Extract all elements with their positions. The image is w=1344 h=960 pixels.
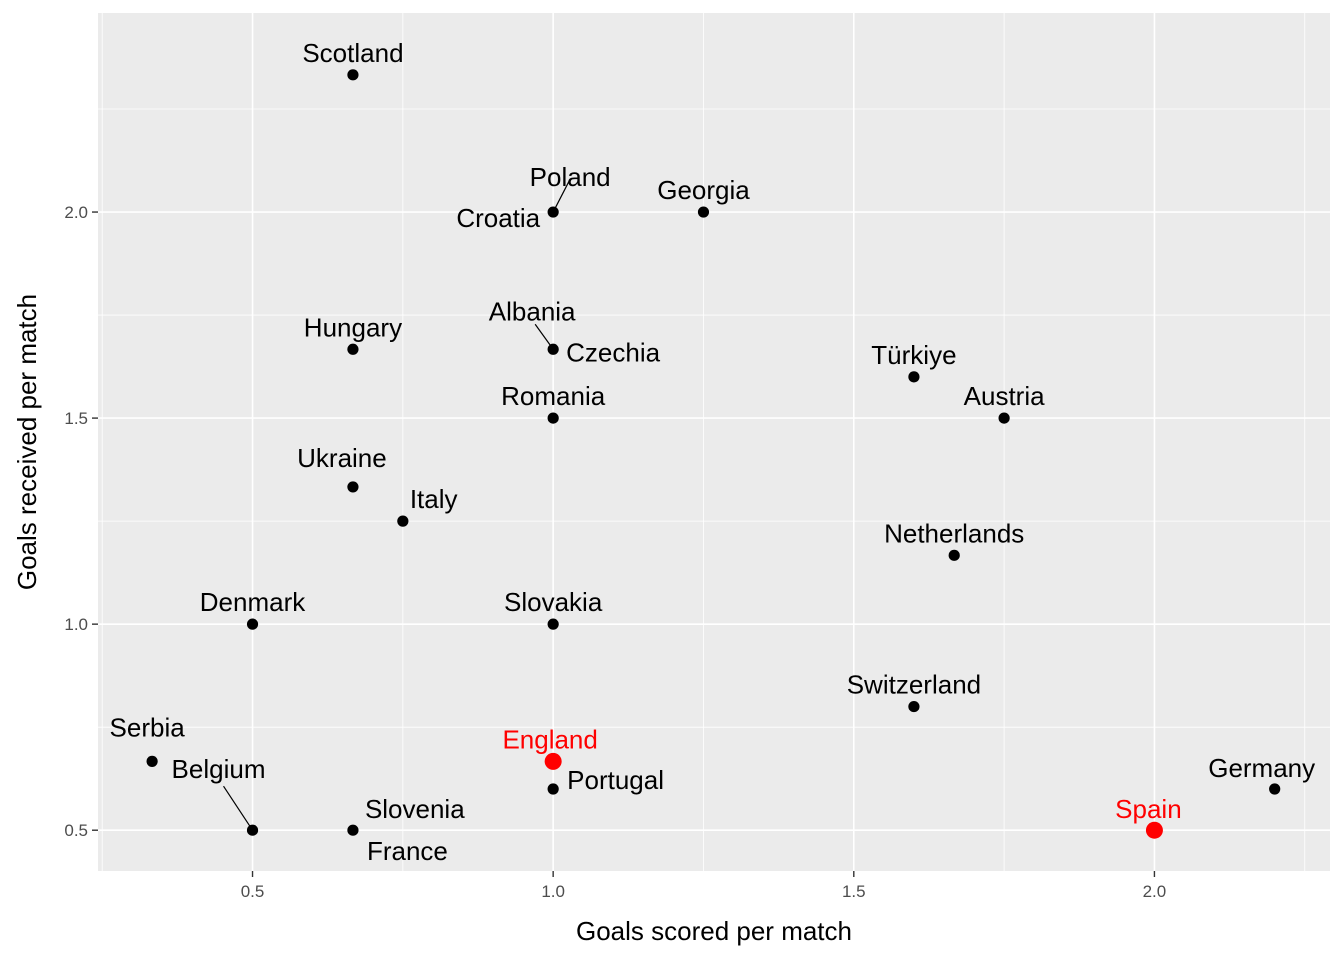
point-belgium bbox=[246, 824, 259, 836]
label-spain: Spain bbox=[1115, 794, 1182, 824]
label-italy: Italy bbox=[410, 484, 458, 514]
point-england bbox=[544, 752, 562, 770]
point-spain bbox=[1145, 821, 1163, 839]
label-austria: Austria bbox=[964, 381, 1045, 411]
label-czechia: Czechia bbox=[566, 337, 660, 367]
major-gridlines bbox=[98, 13, 1330, 871]
label-france: France bbox=[367, 836, 448, 866]
label-slovenia: Slovenia bbox=[365, 794, 465, 824]
point-switzerland bbox=[908, 700, 920, 713]
point-austria bbox=[998, 412, 1010, 424]
point-portugal bbox=[547, 783, 559, 795]
x-axis-title: Goals scored per match bbox=[576, 916, 852, 946]
point-germany bbox=[1269, 783, 1281, 795]
y-axis-title: Goals received per match bbox=[12, 294, 42, 590]
point-romania bbox=[547, 412, 559, 424]
label-poland: Poland bbox=[530, 162, 611, 192]
point-scotland bbox=[347, 69, 359, 81]
label-serbia: Serbia bbox=[110, 712, 186, 742]
label-albania: Albania bbox=[489, 296, 576, 326]
label-portugal: Portugal bbox=[567, 765, 664, 795]
label-hungary: Hungary bbox=[304, 312, 402, 342]
label-slovakia: Slovakia bbox=[504, 587, 603, 617]
point-poland bbox=[547, 206, 559, 218]
minor-gridlines bbox=[98, 13, 1330, 871]
label-denmark: Denmark bbox=[200, 587, 306, 617]
label-germany: Germany bbox=[1208, 753, 1315, 783]
x-tick-label: 2.0 bbox=[1143, 882, 1167, 901]
point-hungary bbox=[347, 343, 359, 355]
label-georgia: Georgia bbox=[657, 175, 750, 205]
point-slovakia bbox=[547, 618, 559, 630]
label-netherlands: Netherlands bbox=[884, 518, 1024, 548]
data-points bbox=[146, 69, 1281, 839]
x-tick-label: 1.0 bbox=[541, 882, 565, 901]
plot-panel bbox=[98, 13, 1330, 871]
point-netherlands bbox=[948, 549, 960, 561]
label-belgium: Belgium bbox=[172, 754, 266, 784]
x-tick-label: 0.5 bbox=[241, 882, 265, 901]
label-scotland: Scotland bbox=[302, 38, 403, 68]
label-romania: Romania bbox=[501, 381, 606, 411]
label-ukraine: Ukraine bbox=[297, 443, 387, 473]
x-tick-label: 1.5 bbox=[842, 882, 866, 901]
y-axis-ticks: 0.5 1.0 1.5 2.0 bbox=[64, 203, 98, 840]
label-croatia: Croatia bbox=[456, 203, 540, 233]
y-tick-label: 1.5 bbox=[64, 409, 88, 428]
label-switzerland: Switzerland bbox=[847, 670, 981, 700]
point-italy bbox=[397, 515, 409, 527]
point-serbia bbox=[146, 755, 158, 767]
label-tu-rkiye: Türkiye bbox=[871, 340, 956, 370]
point-labels: Scotland Poland Croatia Georgia Hungary Alban… bbox=[110, 38, 1316, 866]
point-georgia bbox=[697, 206, 710, 218]
y-tick-label: 2.0 bbox=[64, 203, 88, 222]
leader-belgium bbox=[223, 785, 254, 831]
y-tick-label: 0.5 bbox=[64, 821, 88, 840]
point-tu-rkiye bbox=[908, 371, 920, 383]
leader-poland bbox=[552, 178, 571, 213]
label-england: England bbox=[502, 724, 597, 754]
point-denmark bbox=[246, 618, 259, 630]
point-albania bbox=[547, 343, 559, 355]
y-tick-label: 1.0 bbox=[64, 615, 88, 634]
x-axis-ticks: 0.5 1.0 1.5 2.0 bbox=[241, 871, 1167, 901]
point-slovenia bbox=[347, 824, 359, 836]
point-ukraine bbox=[347, 481, 359, 493]
